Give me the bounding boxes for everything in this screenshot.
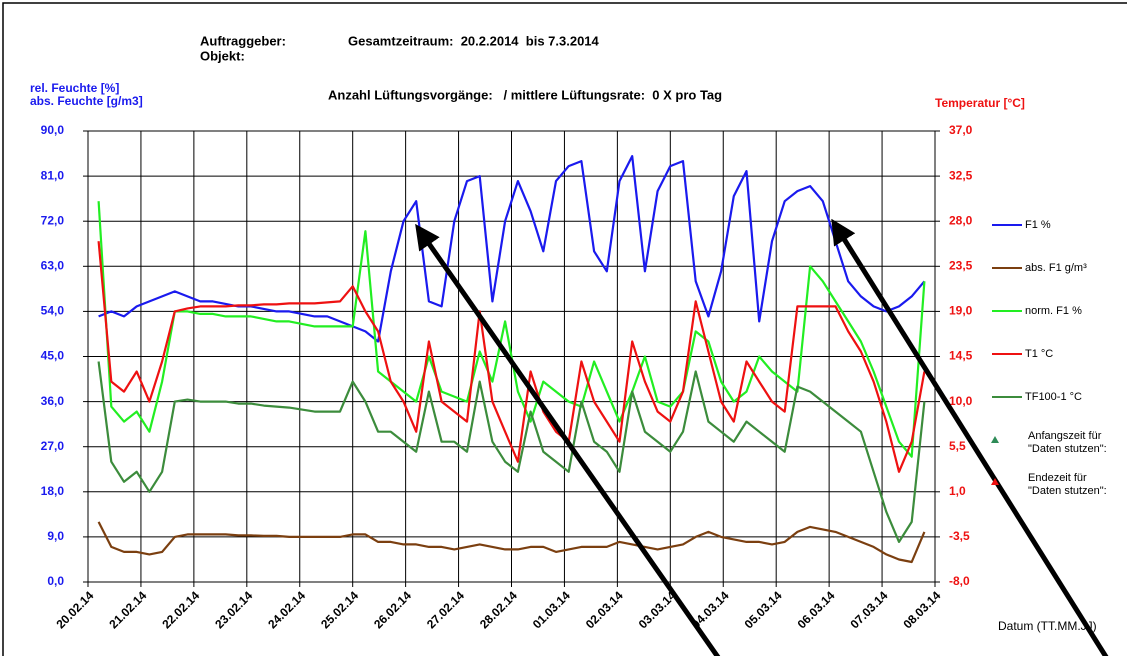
chart-subtitle: Anzahl Lüftungsvorgänge: / mittlere Lüft… bbox=[328, 87, 722, 102]
y-axis-label: rel. Feuchte [%] bbox=[30, 81, 119, 95]
arrow bbox=[415, 223, 721, 656]
y-tick-label: 72,0 bbox=[41, 213, 65, 227]
series-line bbox=[97, 361, 926, 543]
y-tick-label: 27,0 bbox=[41, 439, 65, 453]
legend-label: "Daten stutzen": bbox=[1028, 485, 1107, 497]
y2-tick-label: 23,5 bbox=[949, 258, 973, 272]
y2-tick-label: 1,0 bbox=[949, 484, 966, 498]
x-tick-label: 25.02.14 bbox=[318, 588, 361, 631]
x-tick-label: 08.03.14 bbox=[900, 588, 943, 631]
x-tick-label: 24.02.14 bbox=[265, 588, 308, 631]
x-tick-label: 28.02.14 bbox=[477, 588, 520, 631]
y2-tick-label: 5,5 bbox=[949, 439, 966, 453]
x-tick-label: 21.02.14 bbox=[106, 588, 149, 631]
x-tick-label: 27.02.14 bbox=[424, 588, 467, 631]
series-line bbox=[97, 521, 926, 564]
x-tick-label: 07.03.14 bbox=[847, 588, 890, 631]
x-tick-label: 06.03.14 bbox=[795, 588, 838, 631]
x-tick-label: 23.02.14 bbox=[212, 588, 255, 631]
y-tick-label: 36,0 bbox=[41, 394, 65, 408]
object-label: Objekt: bbox=[200, 48, 245, 63]
chart-title: Gesamtzeitraum: 20.2.2014 bis 7.3.2014 bbox=[348, 33, 600, 48]
y-tick-label: 0,0 bbox=[47, 574, 64, 588]
y2-tick-label: 19,0 bbox=[949, 304, 973, 318]
legend-label: norm. F1 % bbox=[1025, 305, 1082, 317]
legend-marker bbox=[991, 478, 999, 485]
client-label: Auftraggeber: bbox=[200, 33, 286, 48]
x-tick-label: 22.02.14 bbox=[159, 588, 202, 631]
series-line bbox=[97, 241, 926, 473]
x-tick-label: 26.02.14 bbox=[371, 588, 414, 631]
y-tick-label: 63,0 bbox=[41, 258, 65, 272]
y2-tick-label: 10,0 bbox=[949, 394, 973, 408]
legend-label: T1 °C bbox=[1025, 348, 1053, 360]
legend-label: Anfangszeit für bbox=[1028, 430, 1102, 442]
y-tick-label: 9,0 bbox=[47, 529, 64, 543]
y2-tick-label: -8,0 bbox=[949, 574, 970, 588]
annotation-arrows bbox=[415, 218, 1109, 656]
y2-axis-label: Temperatur [°C] bbox=[935, 96, 1025, 110]
legend-label: abs. F1 g/m³ bbox=[1025, 262, 1087, 274]
x-tick-label: 02.03.14 bbox=[583, 588, 626, 631]
legend-marker bbox=[991, 436, 999, 443]
arrow bbox=[831, 218, 1109, 656]
x-axis-label: Datum (TT.MM.JJ) bbox=[998, 619, 1097, 633]
y2-tick-label: 32,5 bbox=[949, 168, 973, 182]
y2-tick-label: -3,5 bbox=[949, 529, 970, 543]
y-tick-label: 90,0 bbox=[41, 123, 65, 137]
y-axis-label: abs. Feuchte [g/m3] bbox=[30, 94, 143, 108]
plot-area: 0,0 9,0 18,0 27,0 36,0 45,0 54,0 63,0 72,0 81,0 90… bbox=[41, 123, 973, 631]
x-tick-label: 01.03.14 bbox=[530, 588, 573, 631]
legend-label: Endezeit für bbox=[1028, 472, 1087, 484]
y-tick-label: 45,0 bbox=[41, 349, 65, 363]
legend-label: F1 % bbox=[1025, 219, 1051, 231]
x-tick-label: 05.03.14 bbox=[742, 588, 785, 631]
y2-tick-label: 14,5 bbox=[949, 349, 973, 363]
y2-tick-label: 37,0 bbox=[949, 123, 973, 137]
y-tick-label: 54,0 bbox=[41, 304, 65, 318]
y-tick-label: 81,0 bbox=[41, 168, 65, 182]
y-tick-label: 18,0 bbox=[41, 484, 65, 498]
legend-label: TF100-1 °C bbox=[1025, 391, 1082, 403]
series-line bbox=[97, 201, 926, 458]
x-tick-label: 20.02.14 bbox=[53, 588, 96, 631]
y2-tick-label: 28,0 bbox=[949, 213, 973, 227]
legend-label: "Daten stutzen": bbox=[1028, 443, 1107, 455]
